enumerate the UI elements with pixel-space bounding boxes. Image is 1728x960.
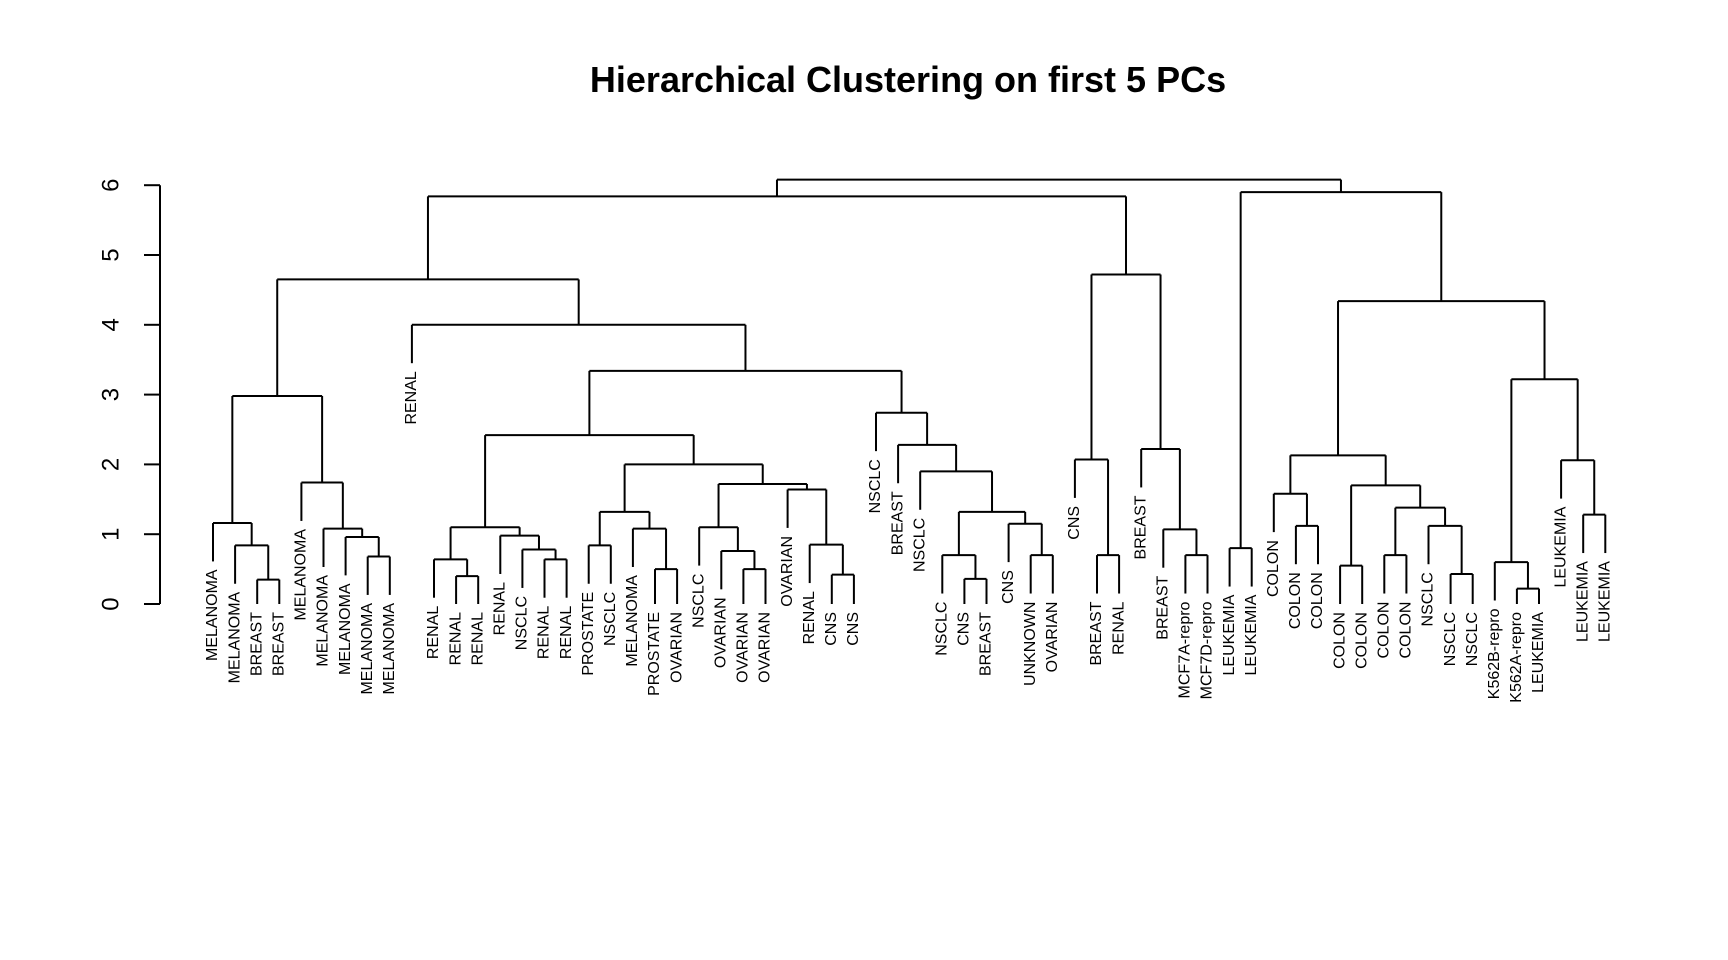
leaf-label: K562B-repro (1486, 608, 1503, 699)
leaf-label: RENAL (536, 606, 553, 659)
leaf-label: RENAL (1110, 601, 1127, 654)
leaf-label: RENAL (403, 371, 420, 424)
y-tick-label: 1 (97, 528, 124, 541)
leaf-label: NSCLC (602, 592, 619, 646)
leaf-label: CNS (1066, 506, 1083, 540)
leaf-label: COLON (1309, 572, 1326, 629)
leaf-labels: MELANOMA MELANOMA BREAST BREAST MELANOMA MELA… (204, 371, 1613, 703)
leaf-label: CNS (1000, 570, 1017, 604)
leaf-label: LEUKEMIA (1597, 561, 1614, 642)
leaf-label: MELANOMA (204, 569, 221, 661)
leaf-label: MELANOMA (624, 575, 641, 667)
leaf-label: COLON (1376, 602, 1393, 659)
leaf-label: BREAST (889, 491, 906, 555)
y-tick-label: 3 (97, 388, 124, 401)
leaf-label: NSCLC (934, 602, 951, 656)
leaf-label: MELANOMA (381, 603, 398, 695)
leaf-label: RENAL (447, 612, 464, 665)
leaf-label: RENAL (469, 612, 486, 665)
y-axis: 0 1 2 3 4 5 6 (97, 179, 161, 611)
leaf-label: MELANOMA (359, 603, 376, 695)
leaf-label: CNS (956, 612, 973, 646)
leaf-label: RENAL (492, 582, 509, 635)
leaf-label: OVARIAN (735, 612, 752, 683)
leaf-label: COLON (1398, 602, 1415, 659)
leaf-label: LEUKEMIA (1552, 506, 1569, 587)
leaf-label: MCF7A-repro (1177, 601, 1194, 698)
leaf-label: PROSTATE (580, 592, 597, 676)
leaf-label: LEUKEMIA (1243, 594, 1260, 675)
leaf-label: RENAL (425, 606, 442, 659)
leaf-label: COLON (1331, 612, 1348, 669)
leaf-label: NSCLC (1464, 612, 1481, 666)
y-tick-label: 5 (97, 248, 124, 261)
leaf-label: MELANOMA (226, 591, 243, 683)
leaf-label: OVARIAN (1044, 602, 1061, 673)
leaf-label: MELANOMA (293, 529, 310, 621)
leaf-label: NSCLC (911, 518, 928, 572)
leaf-label: BREAST (1155, 575, 1172, 639)
leaf-label: RENAL (558, 606, 575, 659)
leaf-label: LEUKEMIA (1221, 594, 1238, 675)
leaf-label: BREAST (248, 612, 265, 676)
leaf-label: LEUKEMIA (1530, 612, 1547, 693)
leaf-label: COLON (1353, 612, 1370, 669)
chart-title: Hierarchical Clustering on first 5 PCs (590, 59, 1226, 100)
leaf-label: BREAST (271, 612, 288, 676)
leaf-label: NSCLC (1420, 572, 1437, 626)
leaf-label: COLON (1265, 540, 1282, 597)
leaf-label: RENAL (801, 591, 818, 644)
leaf-label: COLON (1287, 572, 1304, 629)
leaf-label: OVARIAN (757, 612, 774, 683)
leaf-label: NSCLC (690, 574, 707, 628)
leaf-label: CNS (845, 612, 862, 646)
y-tick-label: 0 (97, 597, 124, 610)
leaf-label: OVARIAN (668, 612, 685, 683)
leaf-label: BREAST (1132, 495, 1149, 559)
leaf-label: LEUKEMIA (1574, 561, 1591, 642)
leaf-label: MELANOMA (315, 575, 332, 667)
leaf-label: NSCLC (514, 596, 531, 650)
y-tick-label: 2 (97, 458, 124, 471)
leaf-label: BREAST (1088, 601, 1105, 665)
leaf-label: BREAST (978, 612, 995, 676)
leaf-label: UNKNOWN (1022, 602, 1039, 686)
y-tick-label: 4 (97, 318, 124, 331)
leaf-label: MCF7D-repro (1199, 601, 1216, 699)
leaf-label: NSCLC (867, 459, 884, 513)
dendrogram-branches (212, 178, 1607, 604)
leaf-label: PROSTATE (646, 612, 663, 696)
leaf-label: CNS (823, 612, 840, 646)
y-tick-label: 6 (97, 179, 124, 192)
leaf-label: K562A-repro (1508, 612, 1525, 703)
leaf-label: OVARIAN (779, 536, 796, 607)
leaf-label: NSCLC (1442, 612, 1459, 666)
leaf-label: MELANOMA (337, 583, 354, 675)
leaf-label: OVARIAN (713, 597, 730, 668)
